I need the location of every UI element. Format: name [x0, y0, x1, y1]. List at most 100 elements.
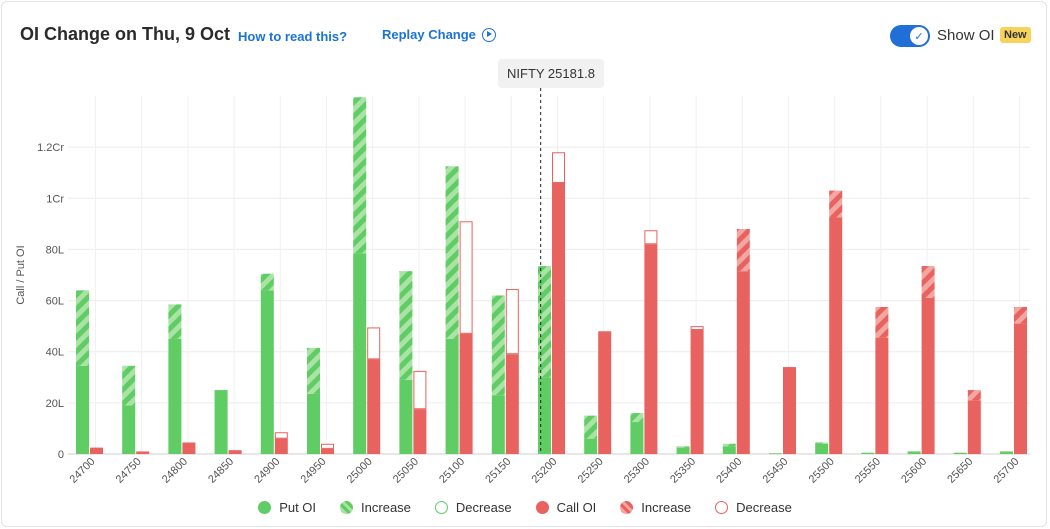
put-increase-bar	[353, 97, 367, 254]
put-oi-bar	[722, 446, 736, 454]
put-decrease-swatch	[434, 501, 448, 514]
y-axis: 0 20L 40L 60L 80L 1Cr 1.2Cr	[37, 142, 64, 461]
legend-item-call-oi[interactable]: Call OI	[535, 500, 597, 515]
call-oi-bar	[90, 447, 103, 454]
call-decrease-bar	[367, 327, 381, 360]
put-oi-swatch	[258, 501, 272, 514]
x-tick-label: 25300	[622, 456, 652, 486]
how-to-read-link[interactable]: How to read this?	[238, 29, 348, 44]
put-oi-bar	[815, 443, 829, 454]
put-oi-bar	[584, 438, 598, 454]
legend-label: Call OI	[556, 500, 597, 515]
call-increase-bar	[829, 190, 843, 218]
x-tick-label: 24950	[299, 456, 329, 486]
put-increase-bar	[538, 266, 551, 378]
play-icon	[481, 27, 496, 42]
x-tick-label: 24750	[114, 456, 144, 486]
call-decrease-bar	[505, 289, 519, 355]
call-oi-bar	[875, 337, 889, 454]
x-tick-label: 24700	[68, 456, 98, 486]
call-decrease-bar	[690, 326, 704, 330]
call-oi-bar	[598, 332, 612, 454]
call-oi-bar	[967, 400, 981, 454]
x-tick-label: 24850	[206, 456, 236, 486]
call-oi-swatch	[535, 501, 549, 514]
put-oi-bar	[491, 395, 505, 454]
legend-label: Decrease	[736, 500, 792, 515]
legend-item-call-increase[interactable]: Increase	[620, 500, 691, 515]
chart-bars	[76, 97, 1027, 454]
check-icon: ✓	[910, 27, 928, 45]
put-increase-bar	[491, 295, 505, 396]
x-tick-label: 25450	[761, 456, 791, 486]
legend-item-call-decrease[interactable]: Decrease	[715, 500, 792, 515]
put-oi-bar	[630, 422, 644, 454]
call-increase-swatch	[620, 501, 634, 514]
x-tick-label: 25500	[807, 456, 837, 486]
call-increase-bar	[736, 228, 750, 272]
x-tick-label: 25700	[992, 456, 1022, 486]
call-decrease-bar	[413, 370, 427, 410]
y-tick-label: 0	[58, 449, 64, 461]
put-oi-bar	[907, 451, 921, 454]
spot-price-label: NIFTY 25181.8	[498, 59, 604, 88]
put-oi-bar	[676, 447, 690, 454]
call-increase-bar	[967, 390, 981, 401]
put-oi-bar	[168, 338, 182, 454]
x-tick-label: 25600	[899, 456, 929, 486]
put-increase-bar	[630, 413, 644, 423]
y-tick-label: 40L	[46, 347, 64, 359]
put-oi-bar	[214, 390, 228, 454]
call-oi-bar	[1014, 323, 1027, 454]
put-oi-bar	[861, 452, 875, 454]
put-increase-bar	[122, 365, 136, 406]
x-tick-label: 24800	[160, 456, 190, 486]
put-increase-bar	[76, 290, 89, 366]
y-tick-label: 80L	[46, 244, 64, 256]
legend-label: Increase	[641, 500, 692, 515]
call-decrease-bar	[644, 230, 658, 245]
call-oi-bar	[921, 298, 935, 454]
page-title: OI Change on Thu, 9 Oct	[20, 24, 231, 44]
legend-item-put-oi[interactable]: Put OI	[258, 500, 316, 515]
legend-label: Decrease	[455, 500, 512, 515]
call-oi-bar	[644, 244, 658, 454]
y-tick-label: 1Cr	[46, 193, 64, 205]
call-increase-bar	[1014, 306, 1027, 324]
x-tick-label: 24900	[252, 456, 282, 486]
put-increase-bar	[260, 273, 274, 291]
legend-item-put-decrease[interactable]: Decrease	[434, 500, 512, 515]
put-oi-bar	[307, 393, 320, 454]
new-badge: New	[1000, 27, 1031, 43]
y-tick-label: 1.2Cr	[37, 142, 64, 154]
x-tick-label: 25400	[714, 456, 744, 486]
call-oi-bar	[736, 271, 750, 454]
x-tick-label: 25050	[391, 456, 421, 486]
call-increase-bar	[875, 306, 889, 338]
put-oi-bar	[769, 453, 782, 454]
put-increase-bar	[676, 446, 690, 448]
call-increase-bar	[921, 266, 935, 299]
put-oi-bar	[1000, 451, 1013, 454]
call-oi-bar	[274, 438, 288, 454]
x-tick-label: 25650	[945, 456, 975, 486]
put-increase-bar	[445, 166, 459, 339]
call-oi-bar	[228, 450, 242, 454]
call-decrease-bar	[552, 152, 565, 183]
x-tick-label: 25350	[668, 456, 698, 486]
x-tick-label: 25250	[576, 456, 606, 486]
put-oi-bar	[122, 405, 136, 454]
call-oi-bar	[459, 333, 473, 454]
replay-change-button[interactable]: Replay Change	[382, 27, 496, 42]
call-oi-bar	[136, 451, 150, 454]
y-tick-label: 20L	[46, 398, 64, 410]
y-axis-label: Call / Put OI	[15, 245, 27, 304]
call-oi-bar	[505, 354, 519, 454]
show-oi-toggle[interactable]: ✓	[890, 25, 930, 47]
call-oi-bar	[829, 217, 843, 454]
put-increase-bar	[584, 415, 598, 439]
put-oi-bar	[445, 338, 459, 454]
legend-item-put-increase[interactable]: Increase	[340, 500, 411, 515]
legend-label: Increase	[361, 500, 411, 515]
